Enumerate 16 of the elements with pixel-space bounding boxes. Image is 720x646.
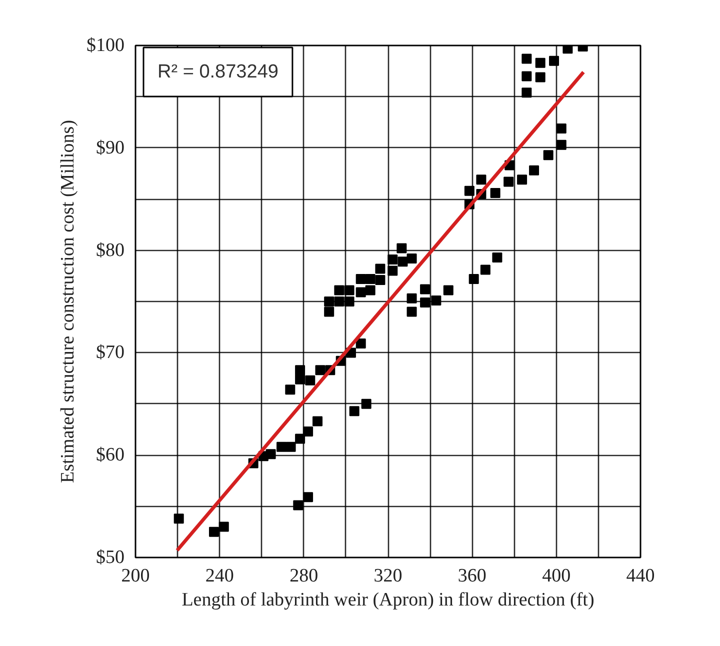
x-tick-label: 400 [542, 566, 571, 586]
y-tick-label: $80 [96, 240, 124, 261]
y-axis-title: Estimated structure construction cost (Millions) [58, 120, 78, 484]
y-tick-label: $70 [96, 342, 124, 364]
y-tick-label: $60 [96, 444, 124, 466]
x-tick-label: 280 [290, 566, 318, 586]
x-tick-label: 200 [121, 566, 150, 586]
x-tick-label: 440 [626, 566, 655, 586]
y-tick-label: $50 [96, 547, 124, 568]
annotation: R² = 0.873249 [158, 62, 278, 82]
x-tick-label: 320 [374, 566, 402, 586]
y-tick-label: $100 [86, 35, 124, 56]
x-axis-title: Length of labyrinth weir (Apron) in flow direction (ft) [182, 590, 594, 610]
y-tick-label: $90 [96, 137, 124, 158]
x-tick-label: 240 [205, 566, 234, 586]
x-tick-label: 360 [458, 566, 486, 586]
